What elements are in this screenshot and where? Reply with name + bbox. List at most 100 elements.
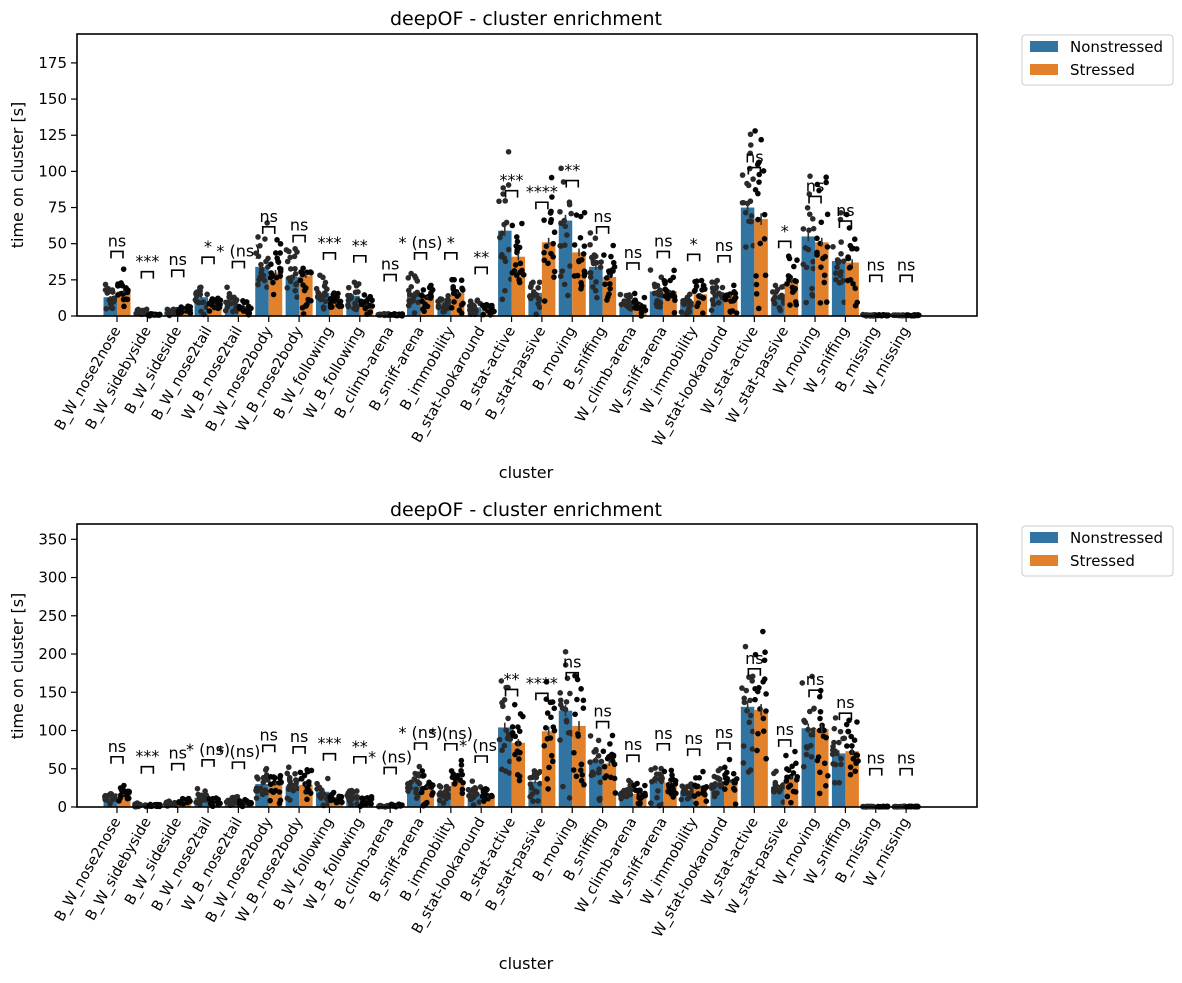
data-point: [118, 792, 124, 798]
data-point: [631, 782, 638, 789]
data-point: [851, 737, 858, 743]
data-point: [790, 788, 797, 795]
data-point: [739, 172, 746, 178]
data-point: [263, 765, 270, 772]
data-point: [557, 208, 563, 215]
data-point: [816, 187, 822, 194]
data-point: [843, 211, 850, 218]
data-point: [651, 281, 658, 288]
y-tick-label: 175: [38, 54, 67, 72]
significance-bracket: [838, 712, 853, 721]
data-point: [516, 777, 523, 784]
bar-nonstressed-W_sniff-arena: [649, 781, 664, 807]
legend-swatch-nonstressed: [1030, 532, 1058, 543]
data-point: [671, 293, 678, 300]
data-point: [817, 715, 823, 722]
data-point: [664, 295, 671, 302]
data-point: [855, 758, 861, 764]
data-point: [446, 297, 452, 304]
data-point: [193, 290, 199, 296]
data-point: [789, 763, 795, 770]
data-point: [551, 268, 558, 275]
data-point: [830, 747, 836, 753]
data-point: [514, 748, 521, 754]
data-point: [429, 792, 435, 798]
data-point: [740, 743, 747, 749]
data-point: [313, 285, 320, 292]
data-point: [815, 754, 822, 760]
data-point: [549, 194, 555, 200]
data-point: [739, 685, 745, 691]
data-point: [419, 785, 426, 792]
data-point: [346, 788, 353, 794]
data-point: [730, 770, 737, 777]
data-point: [642, 790, 648, 797]
data-point: [612, 790, 619, 796]
data-point: [581, 272, 588, 279]
data-point: [577, 234, 584, 241]
data-point: [196, 801, 203, 808]
data-point: [810, 225, 817, 232]
data-point: [580, 705, 587, 711]
data-point: [623, 292, 630, 299]
data-point: [271, 774, 278, 781]
data-point: [810, 258, 816, 265]
data-point: [648, 800, 654, 806]
data-point: [669, 772, 675, 778]
data-point: [761, 657, 768, 664]
data-point: [755, 730, 761, 737]
data-point: [809, 216, 816, 222]
data-point: [337, 298, 344, 305]
data-point: [830, 761, 836, 767]
data-point: [509, 730, 516, 736]
data-point: [845, 728, 851, 735]
data-point: [204, 291, 210, 298]
y-tick-label: 100: [38, 722, 67, 740]
data-point: [804, 205, 811, 211]
axes-frame: [76, 523, 978, 808]
data-point: [748, 218, 754, 225]
data-point: [600, 748, 607, 755]
x-axis-label: cluster: [499, 954, 554, 973]
y-tick-label: 0: [57, 798, 67, 816]
data-point: [549, 699, 556, 705]
data-point: [458, 762, 465, 768]
data-point: [563, 699, 570, 705]
data-point: [550, 758, 556, 765]
significance-bracket: [686, 253, 701, 262]
significance-bracket: [808, 195, 822, 204]
data-point: [772, 282, 779, 289]
significance-bracket: [413, 252, 428, 260]
significance-label: * (ns): [429, 724, 473, 743]
data-point: [547, 210, 554, 216]
significance-bracket: [747, 166, 762, 175]
significance-label: ns: [624, 735, 642, 754]
data-point: [448, 304, 455, 311]
plot-area: nsB_W_nose2nose***B_W_sidebysidensB_W_si…: [38, 523, 978, 940]
data-point: [659, 775, 665, 782]
significance-bracket: [626, 262, 640, 270]
data-point: [267, 797, 273, 804]
data-point: [755, 216, 761, 223]
data-point: [610, 268, 616, 274]
data-point: [261, 790, 267, 797]
data-point: [844, 277, 851, 284]
data-point: [471, 303, 478, 310]
data-point: [741, 695, 748, 702]
data-point: [808, 753, 815, 760]
data-point: [678, 309, 685, 315]
data-point: [345, 302, 351, 308]
data-point: [120, 296, 127, 303]
data-point: [509, 222, 516, 229]
significance-label: * (ns): [368, 747, 412, 766]
data-point: [330, 293, 337, 300]
data-point: [176, 800, 183, 806]
data-point: [608, 253, 614, 260]
significance-bracket: [717, 254, 731, 263]
data-point: [710, 301, 717, 308]
data-point: [465, 786, 472, 793]
chart-title: deepOF - cluster enrichment: [390, 499, 662, 521]
data-point: [288, 782, 295, 789]
data-point: [548, 174, 555, 181]
data-point: [571, 749, 577, 756]
